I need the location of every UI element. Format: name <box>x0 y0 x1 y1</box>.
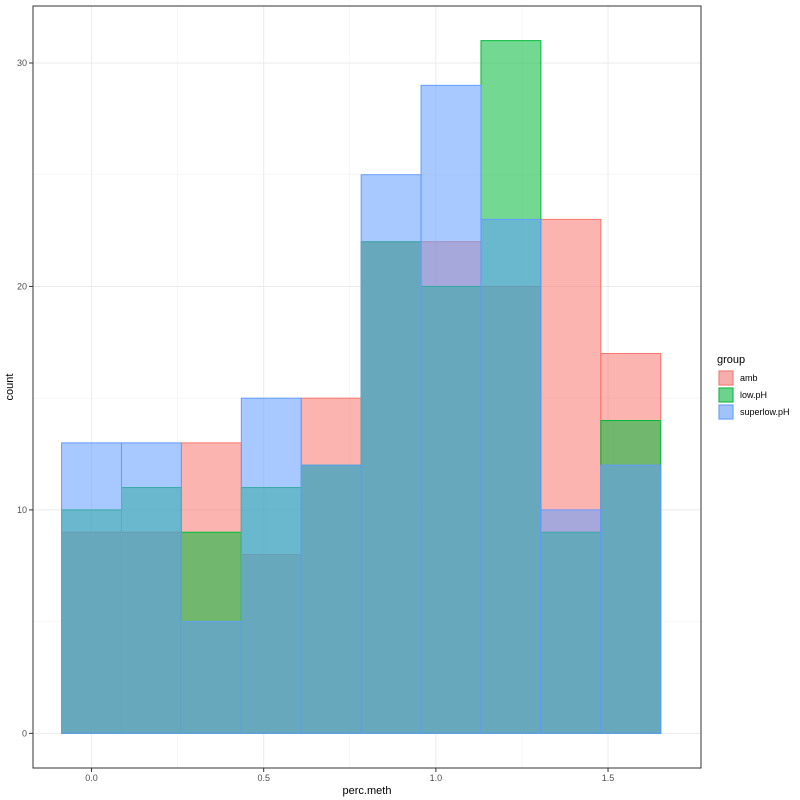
legend-title: group <box>717 354 745 366</box>
legend-key-amb <box>718 370 734 386</box>
bar-superlow.pH-1 <box>120 442 182 734</box>
bar-superlow.pH-5 <box>360 174 422 734</box>
bar-superlow.pH-6 <box>420 84 482 734</box>
y-tick-label: 20 <box>17 281 27 291</box>
x-tick-label: 0.0 <box>85 773 98 783</box>
bar-superlow.pH-0 <box>61 442 122 734</box>
series-superlow.pH <box>61 84 662 734</box>
legend-key-low.pH <box>718 387 734 403</box>
x-tick-label: 1.0 <box>430 773 443 783</box>
bar-superlow.pH-9 <box>600 464 662 734</box>
bar-superlow.pH-2 <box>180 621 242 734</box>
y-axis: 0 10 20 30 <box>17 58 33 738</box>
legend-label-superlow.pH: superlow.pH <box>740 407 790 417</box>
bar-superlow.pH-3 <box>240 397 302 734</box>
bar-superlow.pH-7 <box>480 218 542 734</box>
legend-label-low.pH: low.pH <box>740 390 767 400</box>
x-tick-label: 1.5 <box>602 773 615 783</box>
histogram-bars <box>61 40 662 734</box>
legend-label-amb: amb <box>740 373 758 383</box>
y-tick-label: 30 <box>17 58 27 68</box>
legend-key-superlow.pH <box>718 404 734 420</box>
x-axis: 0.0 0.5 1.0 1.5 <box>85 768 614 783</box>
y-axis-title: count <box>4 374 16 401</box>
y-tick-label: 10 <box>17 505 27 515</box>
y-tick-label: 0 <box>22 728 27 738</box>
x-axis-title: perc.meth <box>343 785 392 797</box>
plot-border <box>32 5 702 769</box>
x-tick-label: 0.5 <box>257 773 270 783</box>
bar-superlow.pH-8 <box>540 509 602 734</box>
legend: group amb low.pH superlow.pH <box>717 354 790 420</box>
bar-superlow.pH-4 <box>300 464 362 734</box>
